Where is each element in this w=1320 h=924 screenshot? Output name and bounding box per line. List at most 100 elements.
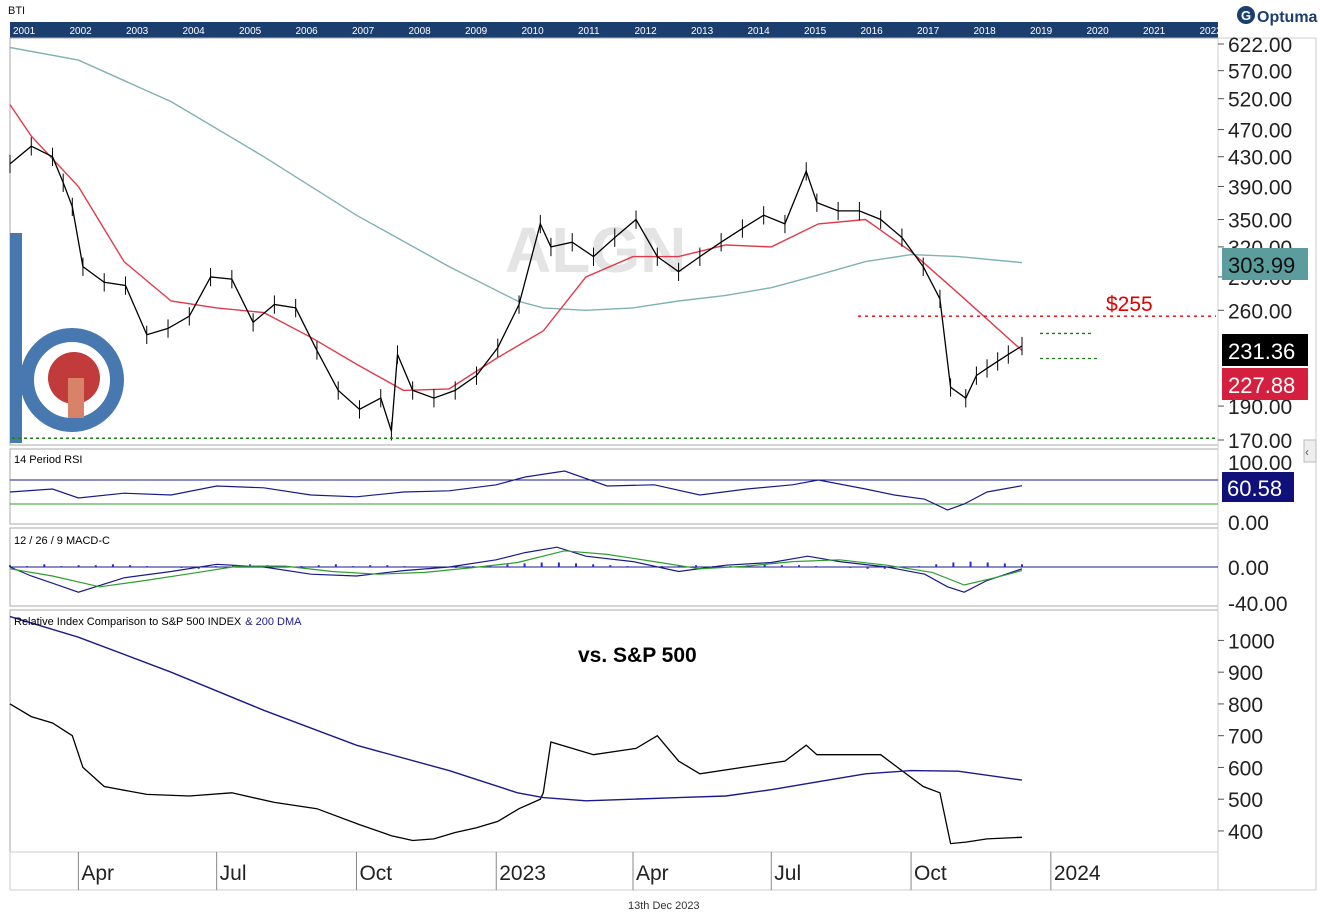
badge-ma200-value: 303.99 (1228, 253, 1295, 278)
relative-axis-label: 700 (1228, 726, 1263, 749)
timeline-year: 2007 (352, 26, 375, 37)
timeline-year: 2013 (691, 26, 714, 37)
relative-title-suffix: & 200 DMA (245, 616, 302, 628)
price-series-layer (9, 46, 1216, 441)
price-axis-label: 190.00 (1228, 396, 1292, 419)
x-axis-label: Jul (220, 862, 247, 885)
x-axis-frame (9, 851, 1219, 891)
timeline-year: 2001 (13, 26, 36, 37)
logo-mark-stem (68, 378, 84, 418)
timeline-year: 2023 (1256, 26, 1279, 37)
timeline-year: 2005 (239, 26, 262, 37)
timeline-year: 2015 (804, 26, 827, 37)
price-axis-label: 170.00 (1228, 430, 1292, 453)
relative-axis-label: 800 (1228, 694, 1263, 717)
macd-axis-label: 0.00 (1228, 557, 1269, 580)
badge-ma50-value: 227.88 (1228, 373, 1295, 398)
footer-date: 13th Dec 2023 (628, 900, 700, 912)
timeline-bar[interactable] (10, 22, 1218, 38)
rsi-axis-label: 100.00 (1228, 452, 1292, 475)
axis-layer: 170.00190.00260.00290.00320.00350.00390.… (77, 34, 1292, 890)
rsi-panel[interactable] (9, 448, 1219, 525)
price-axis-label: 430.00 (1228, 147, 1292, 170)
brand-logo: G Optuma (1237, 6, 1318, 26)
badge-price-value: 231.36 (1228, 339, 1295, 364)
target-label: $255 (1106, 293, 1153, 316)
timeline-year: 2008 (409, 26, 432, 37)
timeline-year: 2022 (1200, 26, 1223, 37)
x-axis-label: Apr (81, 862, 114, 885)
x-axis-label: Jul (774, 862, 801, 885)
ma50-line (9, 104, 1023, 392)
logo-ring (20, 328, 124, 432)
timeline-year: 2002 (70, 26, 93, 37)
timeline-year: 2003 (126, 26, 149, 37)
rsi-line (9, 470, 1023, 511)
badge-ma200: 303.99 (1222, 248, 1308, 280)
price-axis-label: 470.00 (1228, 120, 1292, 143)
timeline-year: 2020 (1087, 26, 1110, 37)
badge-price: 231.36 (1222, 334, 1308, 366)
price-axis-label: 260.00 (1228, 300, 1292, 323)
scroll-handle-box (1303, 439, 1317, 463)
relative-line (9, 703, 1023, 845)
badge-ma200-box (1222, 248, 1308, 280)
timeline-year: 2021 (1143, 26, 1166, 37)
badge-price-box (1222, 334, 1308, 366)
timeline-year: 2004 (183, 26, 206, 37)
macd-title: 12 / 26 / 9 MACD-C (14, 535, 110, 547)
x-axis-label: Oct (914, 862, 947, 885)
price-line (9, 145, 1023, 432)
relative-axis-label: 600 (1228, 757, 1263, 780)
timeline-year: 2017 (917, 26, 940, 37)
relative-title-main: Relative Index Comparison to S&P 500 IND… (14, 616, 242, 628)
rsi-axis-label: 0.00 (1228, 512, 1269, 535)
timeline-year: 2009 (465, 26, 488, 37)
watermark: ALGN (505, 214, 686, 286)
timeline-year: 2010 (522, 26, 545, 37)
price-axis-label: 390.00 (1228, 177, 1292, 200)
macd-series-layer (9, 546, 1218, 593)
relative-axis-label: 1000 (1228, 630, 1275, 653)
brand-badge: G (1241, 8, 1251, 23)
badge-ma50-box (1222, 368, 1308, 400)
relative-axis-label: 500 (1228, 789, 1263, 812)
relative-title: Relative Index Comparison to S&P 500 IND… (14, 616, 302, 628)
relative-series-layer (9, 615, 1023, 845)
macd-signal-line (9, 550, 1023, 588)
timeline-year: 2018 (974, 26, 997, 37)
publisher-logo (10, 233, 124, 443)
price-axis-label: 622.00 (1228, 34, 1292, 57)
relative-dma-line (9, 615, 1023, 802)
timeline-year: 2019 (1030, 26, 1053, 37)
scroll-handle[interactable]: ‹ (1303, 439, 1317, 463)
relative-axis-label: 400 (1228, 821, 1263, 844)
timeline-year: 2006 (296, 26, 319, 37)
symbol-label: BTI (8, 5, 25, 17)
relative-axis-label: 900 (1228, 662, 1263, 685)
badge-rsi: 60.58 (1222, 472, 1294, 502)
x-axis-label: Oct (359, 862, 392, 885)
timeline-year: 2014 (748, 26, 771, 37)
price-axis-label: 350.00 (1228, 210, 1292, 233)
price-axis-label: 520.00 (1228, 89, 1292, 112)
relative-annotation: vs. S&P 500 (578, 644, 697, 667)
rsi-series-layer (9, 470, 1218, 511)
timeline-year: 2012 (635, 26, 658, 37)
price-axis-label: 570.00 (1228, 61, 1292, 84)
chevron-left-icon: ‹ (1305, 445, 1309, 459)
x-axis-label: 2024 (1054, 862, 1101, 885)
brand-name: Optuma (1257, 9, 1318, 26)
rsi-title: 14 Period RSI (14, 454, 82, 466)
timeline-year: 2011 (578, 26, 600, 37)
x-axis-label: 2023 (499, 862, 546, 885)
logo-bar (10, 233, 22, 443)
brand-icon (1237, 6, 1255, 24)
x-axis-label: Apr (636, 862, 669, 885)
macd-line (9, 546, 1023, 593)
ma200-line (9, 46, 1023, 312)
timeline-years: 2001 2002 2003 2004 2005 2006 2007 2008 2009 2010… (13, 26, 1279, 37)
badge-rsi-box (1222, 472, 1294, 502)
timeline-year: 2016 (861, 26, 884, 37)
